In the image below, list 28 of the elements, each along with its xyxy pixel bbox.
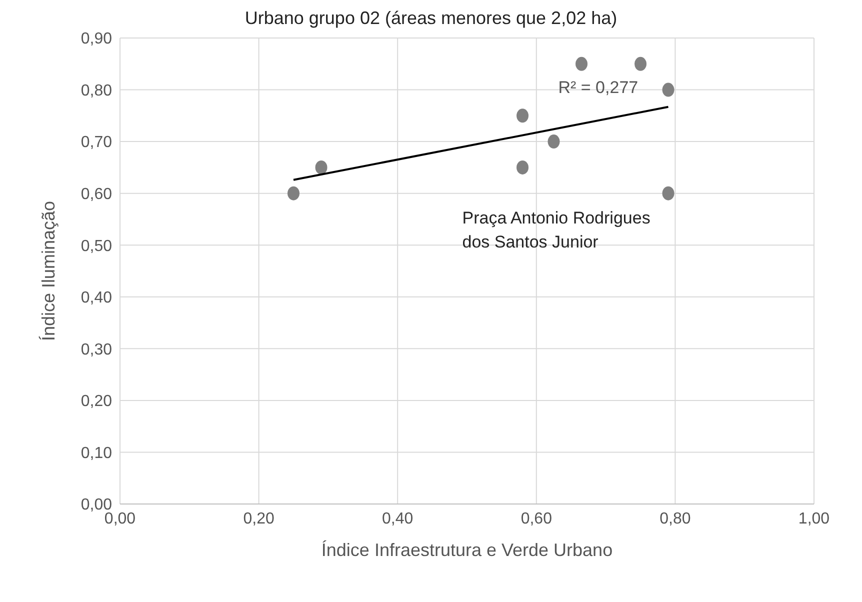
x-tick-label: 0,60 [520, 510, 552, 528]
x-tick-label: 0,20 [243, 510, 274, 528]
point [516, 108, 529, 123]
point [634, 56, 646, 71]
y-axis-title: Índice Iluminação [38, 200, 58, 342]
y-tick-label: 0,60 [80, 186, 112, 204]
point [662, 82, 674, 97]
annotation: R² = 0,277 [558, 78, 638, 97]
point [288, 186, 300, 200]
x-tick-label: 0,80 [660, 510, 691, 528]
chart-title: Urbano grupo 02 (áreas menores que 2,02 ha) [244, 8, 618, 29]
point [516, 160, 529, 174]
y-tick-label: 0,40 [80, 290, 112, 307]
x-tick-label: 1,00 [798, 510, 830, 528]
y-tick-label: 0,30 [80, 341, 112, 358]
y-tick-label: 0,90 [80, 30, 112, 48]
y-tick-label: 0,70 [80, 134, 112, 152]
x-axis-title: Índice Infraestrutura e Verde Urbano [321, 540, 613, 560]
point [548, 134, 560, 149]
point [662, 186, 674, 200]
y-tick-label: 0,20 [80, 393, 112, 410]
y-tick-label: 0,10 [80, 444, 112, 462]
y-tick-label: 0,80 [80, 82, 112, 100]
point [315, 160, 328, 174]
annotation: Praça Antonio Rodrigues dos Santos Junior [462, 208, 650, 252]
point [576, 56, 588, 71]
x-tick-label: 0,40 [382, 510, 414, 528]
y-tick-label: 0,50 [80, 238, 112, 255]
